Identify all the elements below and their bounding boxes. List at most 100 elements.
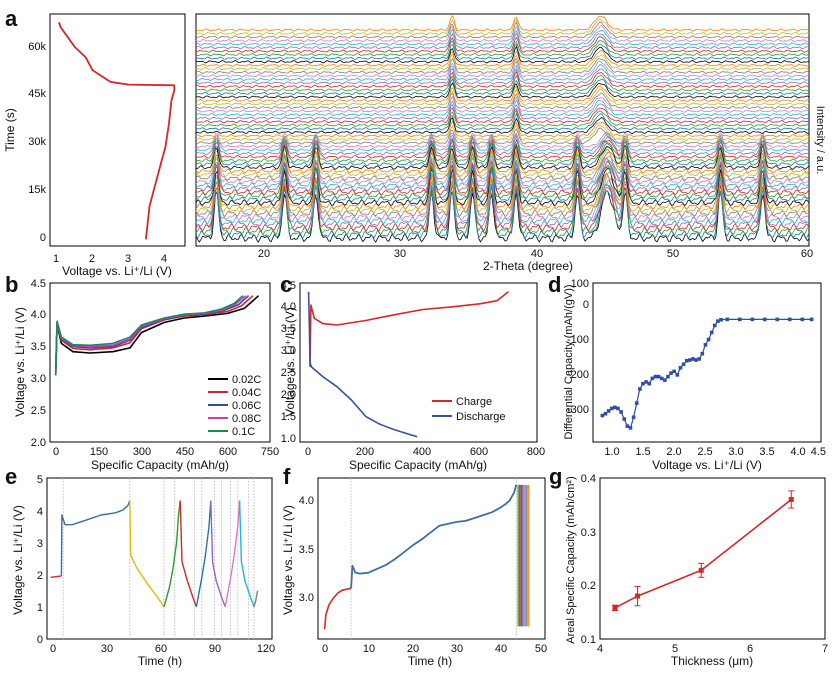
xrd-pattern-line xyxy=(195,157,810,192)
plot-frame xyxy=(195,13,810,247)
cycle-segment-line xyxy=(60,500,131,576)
xrd-pattern-line xyxy=(196,127,810,145)
y-axis-label: Differential Capacity (mAh/(gV)) xyxy=(563,284,575,439)
panel-letter-c: c xyxy=(280,272,292,297)
plot-area xyxy=(600,317,814,430)
xrd-pattern-line xyxy=(195,53,810,71)
x-tick-label: 4.5 xyxy=(811,446,826,458)
legend-label: 0.1C xyxy=(232,426,255,438)
x-axis-label: Specific Capacity (mAh/g) xyxy=(349,458,487,472)
xrd-pattern-line xyxy=(195,132,810,152)
y-tick-label: -200 xyxy=(567,369,589,381)
cycle-segment-line xyxy=(253,590,259,607)
x-tick-label: 0 xyxy=(53,446,59,458)
data-point xyxy=(737,317,742,322)
panel-d: d 1.0 1.5 2.0 2.5 3.0 3.5 4.0 4.5 -300 -… xyxy=(548,272,826,472)
xrd-pattern-line xyxy=(195,85,810,103)
xrd-pattern-line xyxy=(195,57,810,75)
data-point xyxy=(603,411,608,416)
x-axis-label: 2-Theta (degree) xyxy=(483,259,573,273)
data-point xyxy=(675,373,680,377)
cycle-segment-line xyxy=(50,575,62,578)
xrd-pattern-line xyxy=(195,139,810,163)
y-tick-labels: -300 -200 -100 0 100 xyxy=(567,278,589,416)
data-point xyxy=(656,374,661,379)
xrd-pattern-line xyxy=(195,153,810,185)
plot-area xyxy=(195,15,810,243)
plot-frame xyxy=(46,477,273,640)
xrd-pattern-line xyxy=(195,166,810,207)
xrd-pattern-line xyxy=(195,36,809,53)
xrd-pattern-line xyxy=(195,109,810,127)
data-point xyxy=(709,330,714,335)
cycle-segment-line xyxy=(238,500,255,608)
x-tick-label: 40 xyxy=(531,248,543,260)
y-tick-label: 5 xyxy=(37,474,43,486)
x-tick-label: 120 xyxy=(257,643,275,655)
charge-line xyxy=(309,291,509,367)
data-point xyxy=(666,374,670,379)
plot-area xyxy=(50,478,259,639)
xrd-pattern-line xyxy=(195,162,810,200)
y-tick-label: 3 xyxy=(37,538,43,550)
plot-frame xyxy=(299,282,538,443)
xrd-pattern-line xyxy=(195,163,810,203)
plot-frame xyxy=(49,282,271,443)
legend-label: 0.02C xyxy=(232,374,261,386)
xrd-pattern-line xyxy=(195,64,810,82)
discharge-line xyxy=(307,291,418,438)
y-axis-label: Voltage vs. Li⁺/Li (V) xyxy=(281,505,295,615)
xrd-pattern-line xyxy=(195,88,810,106)
x-tick-label: 0 xyxy=(50,643,56,655)
xrd-pattern-line xyxy=(195,169,810,211)
data-point xyxy=(684,358,689,363)
y-tick-label: -100 xyxy=(567,334,589,346)
xrd-pattern-line xyxy=(195,92,810,110)
plot-frame xyxy=(317,477,546,640)
y-tick-label: 0.2 xyxy=(581,580,596,592)
xrd-pattern-line xyxy=(195,124,810,141)
x-tick-label: 2.0 xyxy=(666,446,681,458)
x-tick-labels: 0 10 20 30 40 50 xyxy=(322,643,547,655)
data-point xyxy=(725,317,730,322)
plot-area xyxy=(58,21,176,240)
y-tick-labels: 0 15k 30k 45k 60k xyxy=(28,41,46,244)
data-point xyxy=(775,317,780,322)
legend: 0.02C 0.04C 0.06C 0.08C 0.1C xyxy=(208,374,261,438)
x-tick-label: 10 xyxy=(363,643,375,655)
x-tick-labels: 0 200 400 600 800 xyxy=(305,446,545,458)
x-tick-label: 800 xyxy=(527,446,545,458)
data-point xyxy=(697,357,701,361)
x-tick-label: 3.0 xyxy=(728,446,743,458)
xrd-pattern-line xyxy=(195,21,810,39)
data-point xyxy=(750,317,755,322)
legend-label: 0.08C xyxy=(232,413,261,425)
y-tick-label: 1.5 xyxy=(281,411,296,423)
y-tick-label: 3.0 xyxy=(281,345,296,357)
x-tick-label: 600 xyxy=(470,446,488,458)
xrd-pattern-line xyxy=(195,25,810,43)
y-axis-label: Areal Specific Capacity (mAh/cm²) xyxy=(565,476,577,644)
rest-line xyxy=(323,587,352,630)
xrd-pattern-line xyxy=(195,99,810,117)
x-tick-label: 4 xyxy=(597,643,603,655)
panel-letter-e: e xyxy=(5,464,17,489)
dq-line xyxy=(602,318,812,429)
xrd-pattern-line xyxy=(195,142,810,167)
y-tick-label: 3.5 xyxy=(281,323,296,335)
xrd-pattern-line xyxy=(195,68,810,85)
x-tick-label: 1.5 xyxy=(635,446,650,458)
xrd-pattern-line xyxy=(195,179,810,229)
xrd-pattern-line xyxy=(195,149,810,178)
x-axis-label: Time (h) xyxy=(138,654,182,668)
y-tick-label: 2.5 xyxy=(281,367,296,379)
panel-letter-g: g xyxy=(549,464,562,489)
y-tick-label: 3.0 xyxy=(31,373,46,385)
xrd-pattern-line xyxy=(195,131,810,148)
x-tick-label: 40 xyxy=(495,643,507,655)
x-tick-label: 300 xyxy=(133,446,151,458)
x-tick-label: 3.5 xyxy=(759,446,774,458)
legend: Charge Discharge xyxy=(432,396,506,423)
xrd-pattern-line xyxy=(195,135,810,156)
data-point xyxy=(644,380,648,384)
